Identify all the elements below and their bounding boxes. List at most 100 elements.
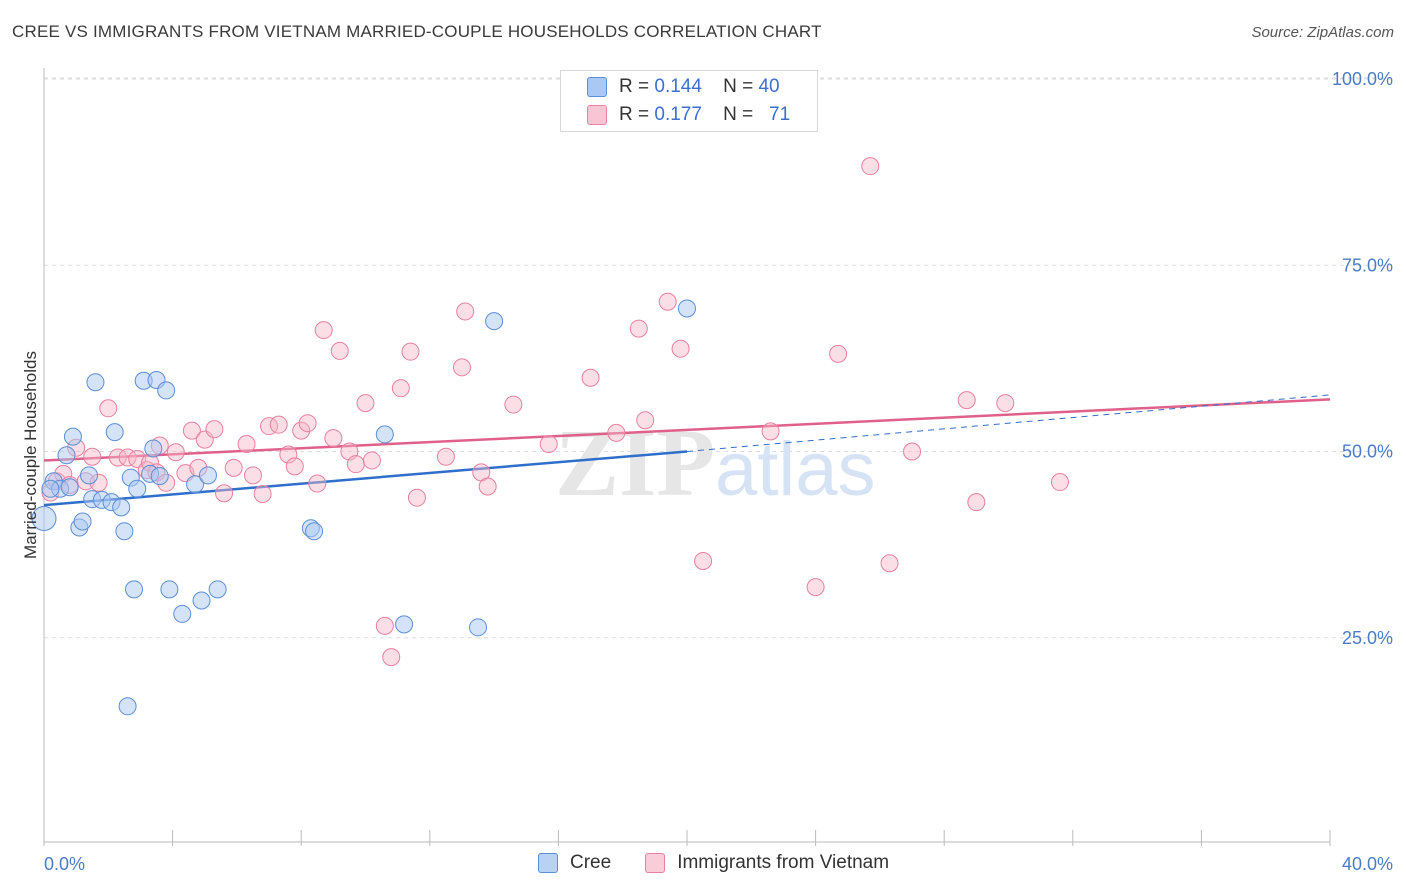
data-point-vietnam bbox=[861, 157, 880, 176]
data-point-cree bbox=[375, 425, 394, 444]
legend-n-value: 40 bbox=[758, 76, 780, 97]
data-point-vietnam bbox=[436, 447, 455, 466]
data-point-vietnam bbox=[671, 339, 690, 358]
trend-lines bbox=[43, 394, 1331, 507]
data-point-vietnam bbox=[375, 616, 394, 635]
data-point-vietnam bbox=[243, 466, 262, 485]
y-tick-labels: 25.0% 50.0% 75.0% 100.0% bbox=[1332, 69, 1393, 648]
data-point-cree bbox=[80, 466, 99, 485]
trend-line-cree-extension bbox=[686, 394, 1331, 452]
y-tick-label: 75.0% bbox=[1342, 255, 1393, 275]
data-point-vietnam bbox=[504, 395, 523, 414]
data-point-vietnam bbox=[99, 399, 118, 418]
data-point-cree bbox=[57, 446, 76, 465]
legend-label-cree: Cree bbox=[570, 852, 612, 873]
legend-r-label: R = bbox=[619, 76, 650, 97]
x-tick-labels: 0.0% 40.0% bbox=[44, 854, 1393, 874]
data-point-vietnam bbox=[456, 302, 475, 321]
x-tick-label: 40.0% bbox=[1342, 854, 1393, 874]
data-point-cree bbox=[469, 618, 488, 637]
data-point-vietnam bbox=[636, 411, 655, 430]
y-tick-label: 25.0% bbox=[1342, 628, 1393, 648]
legend-swatch-vietnam bbox=[587, 105, 607, 125]
data-point-vietnam bbox=[324, 429, 343, 448]
data-point-vietnam bbox=[314, 321, 333, 340]
data-point-vietnam bbox=[83, 447, 102, 466]
data-point-cree bbox=[60, 478, 79, 497]
data-point-cree bbox=[395, 615, 414, 634]
data-point-cree bbox=[31, 506, 57, 532]
data-point-cree bbox=[115, 522, 134, 541]
grid-lines bbox=[44, 77, 1392, 639]
data-point-cree bbox=[86, 373, 105, 392]
data-point-vietnam bbox=[108, 448, 127, 467]
series-legend: Cree Immigrants from Vietnam bbox=[538, 852, 889, 874]
data-point-cree bbox=[160, 580, 179, 599]
data-point-cree bbox=[73, 512, 92, 531]
legend-r-value: 0.177 bbox=[654, 104, 702, 125]
legend-swatch-vietnam bbox=[645, 853, 666, 873]
data-point-vietnam bbox=[237, 435, 256, 454]
data-point-vietnam bbox=[880, 554, 899, 573]
legend-label-vietnam: Immigrants from Vietnam bbox=[677, 852, 890, 873]
data-point-cree bbox=[208, 580, 227, 599]
data-point-cree bbox=[105, 423, 124, 442]
legend-swatch-cree bbox=[587, 77, 607, 97]
data-point-vietnam bbox=[308, 474, 327, 493]
chart-title: CREE VS IMMIGRANTS FROM VIETNAM MARRIED-… bbox=[12, 22, 822, 41]
legend-row-cree: R = 0.144 N = 40 bbox=[587, 73, 780, 101]
legend-n-value: 71 bbox=[769, 104, 791, 125]
data-point-vietnam bbox=[658, 292, 677, 311]
data-point-cree bbox=[186, 475, 205, 494]
data-point-vietnam bbox=[401, 342, 420, 361]
data-point-vietnam bbox=[330, 341, 349, 360]
data-point-vietnam bbox=[253, 484, 272, 503]
data-point-vietnam bbox=[166, 443, 185, 462]
data-point-vietnam bbox=[269, 415, 288, 434]
data-point-vietnam bbox=[629, 319, 648, 338]
data-point-vietnam bbox=[279, 445, 298, 464]
watermark-zip: ZIP bbox=[555, 409, 715, 516]
data-point-cree bbox=[144, 439, 163, 458]
data-point-vietnam bbox=[761, 422, 780, 441]
data-point-vietnam bbox=[224, 458, 243, 477]
data-point-vietnam bbox=[215, 484, 234, 503]
data-point-cree bbox=[63, 427, 82, 446]
data-point-vietnam bbox=[260, 417, 279, 436]
x-tick-label: 0.0% bbox=[44, 854, 85, 874]
data-point-vietnam bbox=[356, 394, 375, 413]
data-point-vietnam bbox=[182, 421, 201, 440]
trend-line-vietnam bbox=[43, 398, 1331, 462]
data-point-vietnam bbox=[285, 457, 304, 476]
data-point-cree bbox=[125, 580, 144, 599]
data-point-vietnam bbox=[478, 477, 497, 496]
data-point-cree bbox=[485, 312, 504, 331]
watermark: ZIP atlas bbox=[555, 409, 876, 516]
y-tick-label: 50.0% bbox=[1342, 442, 1393, 462]
data-point-vietnam bbox=[298, 414, 317, 433]
series-cree-points bbox=[31, 299, 696, 716]
data-point-cree bbox=[198, 466, 217, 485]
legend-n-label: N = bbox=[723, 104, 754, 125]
data-point-cree bbox=[192, 591, 211, 610]
data-point-vietnam bbox=[362, 451, 381, 470]
legend-r-label: R = bbox=[619, 104, 650, 125]
data-point-vietnam bbox=[694, 552, 713, 571]
data-point-cree bbox=[157, 381, 176, 400]
data-point-vietnam bbox=[539, 435, 558, 454]
data-point-cree bbox=[128, 479, 147, 498]
data-point-cree bbox=[678, 299, 696, 318]
data-point-vietnam bbox=[292, 421, 311, 440]
trend-line-cree bbox=[43, 450, 688, 507]
data-point-vietnam bbox=[407, 488, 426, 507]
data-point-vietnam bbox=[996, 394, 1015, 413]
data-point-cree bbox=[41, 479, 60, 498]
data-point-vietnam bbox=[607, 423, 626, 442]
watermark-atlas: atlas bbox=[715, 427, 876, 512]
data-point-cree bbox=[112, 498, 131, 517]
data-point-vietnam bbox=[382, 648, 401, 667]
source-label: Source: ZipAtlas.com bbox=[1251, 24, 1394, 41]
data-point-vietnam bbox=[903, 442, 922, 461]
y-axis-label: Married-couple Households bbox=[21, 351, 40, 559]
